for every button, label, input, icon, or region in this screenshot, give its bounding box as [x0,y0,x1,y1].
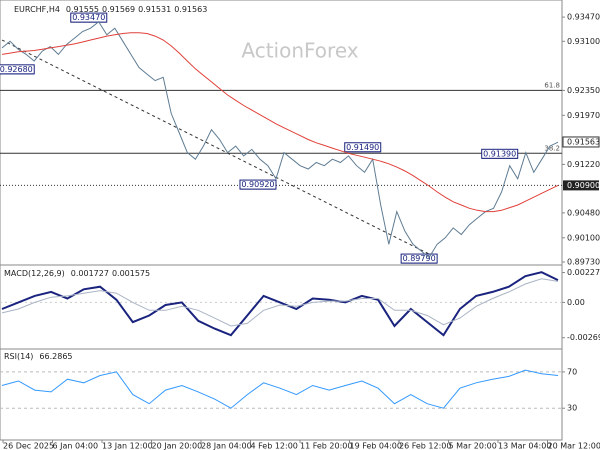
annotation-box [481,148,519,159]
series-line [1,278,559,327]
header-value: 0.91555 [66,5,99,14]
header-value: 0.91531 [138,5,171,14]
annotation-label: 0.89790 [403,254,436,263]
x-tick-label: 28 Jan 04:00 [201,442,252,450]
header-value: 66.2865 [39,352,72,361]
header-value: 0.91563 [174,5,207,14]
x-tick-label: 11 Feb 20:00 [300,442,352,450]
header-value: 0.91569 [102,5,135,14]
header-value: 0.001727 [71,269,109,278]
x-tick-label: 19 Feb 04:00 [350,442,402,450]
series-line [1,20,559,259]
level-box [563,180,599,191]
y-tick-label: 30 [567,404,577,413]
y-tick-label: 0.90480 [567,208,600,217]
y-tick-label: 0.93470 [567,13,600,22]
annotation-box [239,179,277,190]
annotation-label: 0.92680 [0,65,33,74]
annotation-label: 0.91490 [346,143,379,152]
y-tick-label: 0.93100 [567,37,600,46]
series-line [1,32,559,213]
x-tick-label: 13 Mar 04:00 [498,442,551,450]
series-line [1,369,559,409]
x-tick-label: 13 Jan 12:00 [102,442,153,450]
header-title: RSI(14) [4,352,33,361]
y-tick-label: 0.89730 [567,258,600,267]
annotation-box [70,12,108,23]
panel-header: RSI(14) 66.2865 [4,352,73,361]
price-box [562,136,600,148]
annotation-label: 0.91390 [483,149,516,158]
level-label: 61.8 [544,81,560,89]
header-title: EURCHF,H4 [14,5,60,14]
frame [0,0,563,441]
panel-header: MACD(12,26,9) 0.001727 0.001575 [4,269,150,278]
x-tick-label: 26 Dec 2025 [3,442,54,450]
annotation-box [400,253,438,264]
y-tick-label: 0.91220 [567,160,600,169]
header-title: MACD(12,26,9) [4,269,65,278]
panel-header: EURCHF,H4 0.91555 0.91569 0.91531 0.91563 [14,5,207,14]
x-tick-label: 26 Feb 12:00 [399,442,451,450]
y-tick-label: 0.002277 [567,268,600,277]
y-tick-label: 0.90100 [567,233,600,242]
y-tick-label: 0.91970 [567,111,600,120]
header-value: 0.001575 [112,269,150,278]
y-tick-label: 0.92350 [567,86,600,95]
level-label: 0.90900 [567,181,600,190]
y-tick-label: 70 [567,367,577,376]
y-tick-label: 0.00 [567,298,585,307]
annotation-label: 0.90920 [241,180,274,189]
y-tick-label: -0.002693 [567,333,600,342]
x-tick-label: 20 Jan 20:00 [152,442,203,450]
watermark: ActionForex [241,39,358,63]
annotation-box [344,142,382,153]
x-tick-label: 4 Feb 12:00 [251,442,298,450]
x-tick-label: 5 Mar 20:00 [449,442,497,450]
level-label: 38.2 [544,144,560,152]
annotation-box [0,64,35,75]
x-tick-label: 20 Mar 12:00 [548,442,600,450]
current-price: 0.91563 [567,137,600,146]
x-tick-label: 6 Jan 04:00 [53,442,99,450]
annotation-label: 0.93470 [72,13,105,22]
series-line [1,271,559,337]
